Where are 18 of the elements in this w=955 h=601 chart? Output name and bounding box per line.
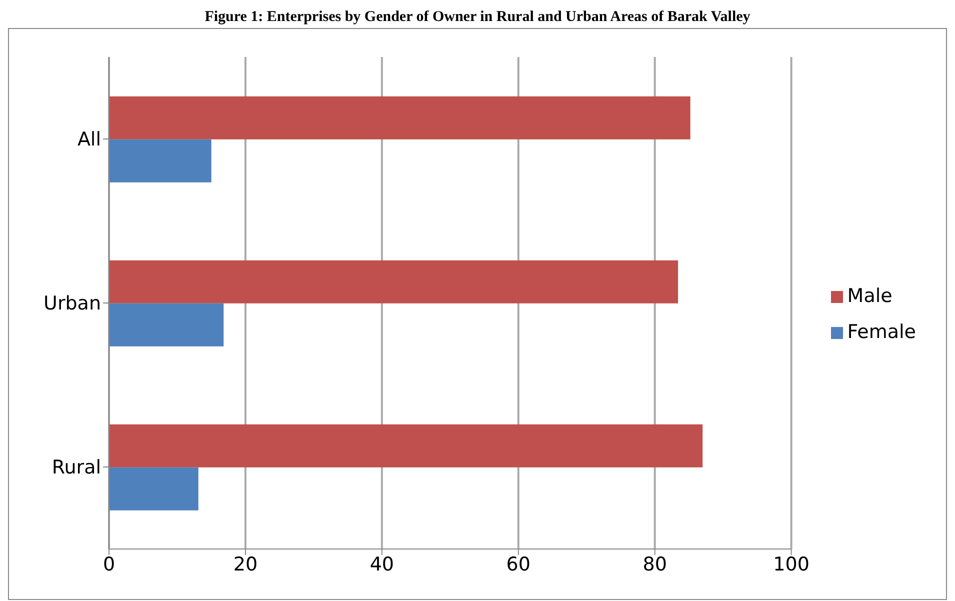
x-tick-label: 100 bbox=[773, 553, 810, 576]
x-tick-label: 20 bbox=[233, 553, 258, 576]
bar bbox=[109, 424, 703, 468]
chart-title: Figure 1: Enterprises by Gender of Owner in Rural and Urban Areas of Barak Valley bbox=[204, 8, 752, 27]
x-tick-label: 40 bbox=[370, 553, 394, 576]
bar bbox=[109, 260, 678, 304]
y-tick-label: All bbox=[77, 128, 101, 151]
legend-label: Male bbox=[847, 285, 892, 307]
legend-label: Female bbox=[847, 321, 916, 343]
x-tick-label: 80 bbox=[642, 553, 667, 576]
x-tick-label: 60 bbox=[506, 553, 530, 576]
y-tick-label: Rural bbox=[52, 456, 101, 479]
bar bbox=[109, 96, 690, 140]
bar bbox=[109, 467, 198, 510]
bar bbox=[109, 139, 212, 182]
x-tick-label: 0 bbox=[102, 553, 116, 576]
bar bbox=[109, 303, 224, 346]
y-tick-label: Urban bbox=[44, 292, 101, 315]
